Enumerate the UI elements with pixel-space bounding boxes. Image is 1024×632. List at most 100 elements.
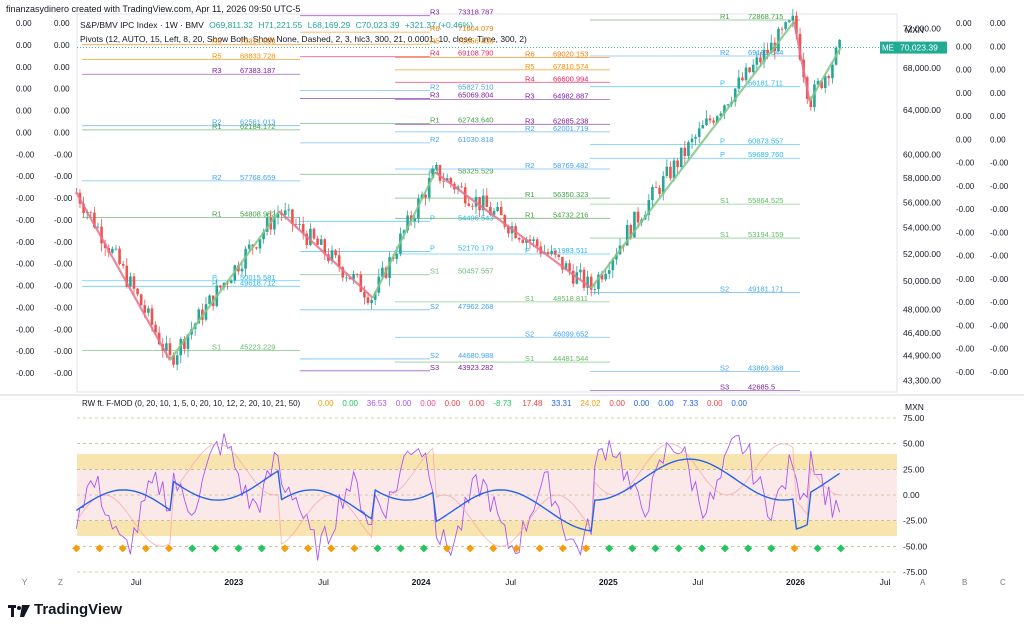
candle-down <box>348 277 352 280</box>
candle-down <box>827 76 831 79</box>
candle-up <box>633 211 636 238</box>
left-scale-a-tick: -0.00 <box>16 150 35 159</box>
candle-down <box>741 77 744 81</box>
osc-value: -8.73 <box>493 399 512 408</box>
candle-up <box>647 200 651 215</box>
candle-down <box>337 255 341 268</box>
scale-button-b[interactable]: B <box>962 578 967 587</box>
pivot-label-p: P <box>212 273 217 282</box>
candle-up <box>276 213 280 218</box>
pivot-value: 65069.804 <box>458 90 493 99</box>
pivot-value: 51983.511 <box>553 246 588 255</box>
bull-diamond-marker <box>211 544 220 553</box>
price-pane-border <box>76 13 898 393</box>
candle-up <box>111 248 114 253</box>
candle-down <box>438 164 442 181</box>
candle-up <box>114 248 118 250</box>
candle-up <box>715 116 719 123</box>
candle-up <box>352 274 355 280</box>
bull-diamond-marker <box>419 544 428 553</box>
pivot-label-s1: S1 <box>430 267 439 276</box>
candle-down <box>294 224 298 225</box>
candle-up <box>597 274 600 290</box>
candle-up <box>719 113 723 117</box>
candle-up <box>406 215 409 231</box>
candle-down <box>485 195 489 207</box>
candle-down <box>600 274 604 280</box>
osc-axis-tick: 25.00 <box>903 464 925 474</box>
candle-up <box>330 250 334 261</box>
left-scale-b-tick: 0.00 <box>54 19 70 28</box>
pivot-value: 62561.013 <box>240 118 275 127</box>
pivot-label-r5: R5 <box>212 51 222 60</box>
scale-button-z[interactable]: Z <box>58 578 63 587</box>
pivot-value: 69108.790 <box>458 49 493 58</box>
osc-signal-line <box>76 443 840 547</box>
pivot-value: 42685.5 <box>748 383 775 392</box>
right-scale-a-tick: 0.00 <box>956 112 972 121</box>
price-chart[interactable]: R6 70314.089 R5 68833.728 R3 67383.187 R2 62561… <box>0 0 1024 600</box>
zigzag-up-leg <box>590 20 795 289</box>
scale-button-c[interactable]: C <box>1000 578 1006 587</box>
bear-diamond-marker <box>165 544 174 553</box>
candle-down <box>795 15 798 34</box>
left-scale-a-tick: -0.00 <box>16 172 35 181</box>
candle-down <box>809 98 813 108</box>
right-scale-a-tick: -0.00 <box>956 205 975 214</box>
candle-down <box>467 203 471 206</box>
candle-down <box>305 233 309 246</box>
candle-down <box>449 178 453 184</box>
candle-down <box>424 194 427 198</box>
candle-up <box>791 15 795 21</box>
pivot-value: 72868.715 <box>748 12 783 21</box>
pivot-label-p: P <box>430 213 435 222</box>
pivot-value: 66181.711 <box>748 79 783 88</box>
pivot-value: 44481.544 <box>553 354 588 363</box>
bear-diamond-marker <box>489 544 498 553</box>
osc-value: 36.53 <box>367 399 388 408</box>
candle-down <box>341 267 345 278</box>
candle-up <box>492 210 496 215</box>
symbol-name[interactable]: S&P/BMV IPC Index · 1W · BMV <box>80 20 204 30</box>
candle-up <box>690 138 694 143</box>
bear-diamond-marker <box>95 544 104 553</box>
bear-diamond-marker <box>280 544 289 553</box>
left-scale-a-tick: -0.00 <box>16 194 35 203</box>
bull-diamond-marker <box>721 544 730 553</box>
pivot-value: 52170.179 <box>458 244 493 253</box>
candle-down <box>669 166 672 179</box>
candle-up <box>435 164 438 170</box>
price-axis-tick: 72,000.00 <box>903 23 941 33</box>
pivot-value: 59689.760 <box>748 150 783 159</box>
left-scale-a-tick: -0.00 <box>16 260 35 269</box>
scale-button-a[interactable]: A <box>920 578 926 587</box>
right-scale-b-tick: -0.00 <box>990 345 1009 354</box>
pivots-legend[interactable]: Pivots (12, AUTO, 15, Left, 8, 20, Show … <box>80 34 527 44</box>
candle-down <box>748 67 751 73</box>
scale-button-y[interactable]: Y <box>22 578 28 587</box>
candle-up <box>298 223 301 225</box>
candle-up <box>395 253 399 259</box>
time-axis-tick: Jul <box>131 577 142 587</box>
candle-up <box>417 198 420 219</box>
pivot-label-r2: R2 <box>212 118 222 127</box>
pivot-label-r1: R1 <box>430 166 440 175</box>
candle-down <box>312 228 316 239</box>
last-price-tag <box>897 41 947 54</box>
candle-down <box>301 223 305 234</box>
right-scale-a-tick: -0.00 <box>956 298 975 307</box>
candle-down <box>154 324 157 333</box>
candle-down <box>568 263 571 271</box>
price-axis-tick: 60,000.00 <box>903 150 941 160</box>
right-scale-b-tick: 0.00 <box>990 89 1006 98</box>
left-scale-b-tick: -0.00 <box>54 369 73 378</box>
candle-up <box>431 169 435 179</box>
left-scale-a-tick: -0.00 <box>16 303 35 312</box>
candle-up <box>651 187 654 201</box>
candle-down <box>442 180 445 182</box>
right-scale-b-tick: 0.00 <box>990 66 1006 75</box>
bear-diamond-marker <box>118 544 127 553</box>
candle-up <box>593 289 597 290</box>
pivot-value: 54732.216 <box>553 210 588 219</box>
time-axis-tick: 2025 <box>599 577 618 587</box>
